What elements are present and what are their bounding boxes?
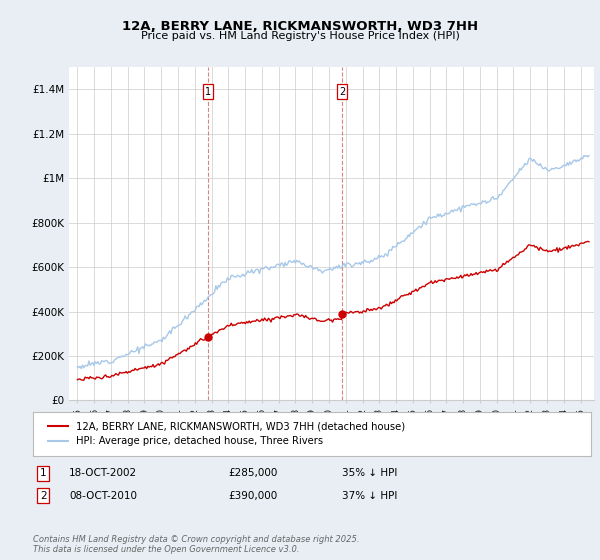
Text: 1: 1 xyxy=(40,468,47,478)
Text: Price paid vs. HM Land Registry's House Price Index (HPI): Price paid vs. HM Land Registry's House … xyxy=(140,31,460,41)
Text: £285,000: £285,000 xyxy=(228,468,277,478)
Text: £390,000: £390,000 xyxy=(228,491,277,501)
Text: 2: 2 xyxy=(40,491,47,501)
Text: 12A, BERRY LANE, RICKMANSWORTH, WD3 7HH: 12A, BERRY LANE, RICKMANSWORTH, WD3 7HH xyxy=(122,20,478,32)
Text: 37% ↓ HPI: 37% ↓ HPI xyxy=(342,491,397,501)
Text: 08-OCT-2010: 08-OCT-2010 xyxy=(69,491,137,501)
Text: 2: 2 xyxy=(339,87,345,97)
Text: 35% ↓ HPI: 35% ↓ HPI xyxy=(342,468,397,478)
Text: Contains HM Land Registry data © Crown copyright and database right 2025.
This d: Contains HM Land Registry data © Crown c… xyxy=(33,535,359,554)
Legend: 12A, BERRY LANE, RICKMANSWORTH, WD3 7HH (detached house), HPI: Average price, de: 12A, BERRY LANE, RICKMANSWORTH, WD3 7HH … xyxy=(44,418,409,450)
Text: 1: 1 xyxy=(205,87,211,97)
Text: 18-OCT-2002: 18-OCT-2002 xyxy=(69,468,137,478)
